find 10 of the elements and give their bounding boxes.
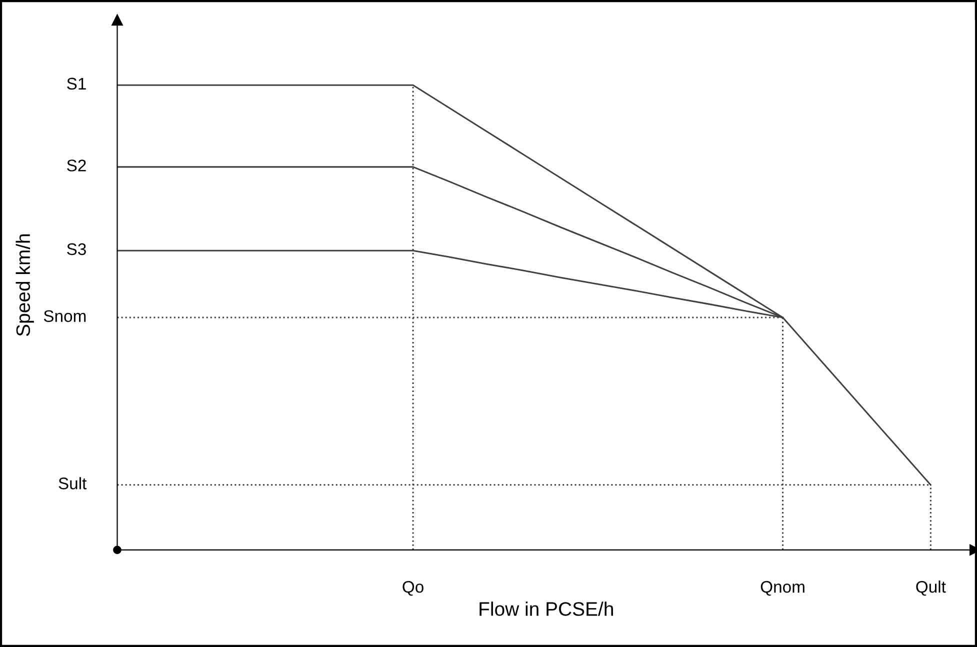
series-label: S1 (67, 78, 86, 90)
series-label: S2 (67, 160, 86, 172)
x-tick-label: Qult (916, 580, 946, 596)
y-axis-title: Speed km/h (16, 234, 34, 336)
x-axis-title: Flow in PCSE/h (480, 602, 613, 616)
x-tick-label: Qnom (760, 580, 804, 596)
series-label: Snom (44, 310, 86, 322)
x-tick-label: Qo (402, 580, 424, 596)
series-label: Sult (58, 477, 87, 490)
series-label: S3 (67, 243, 86, 256)
